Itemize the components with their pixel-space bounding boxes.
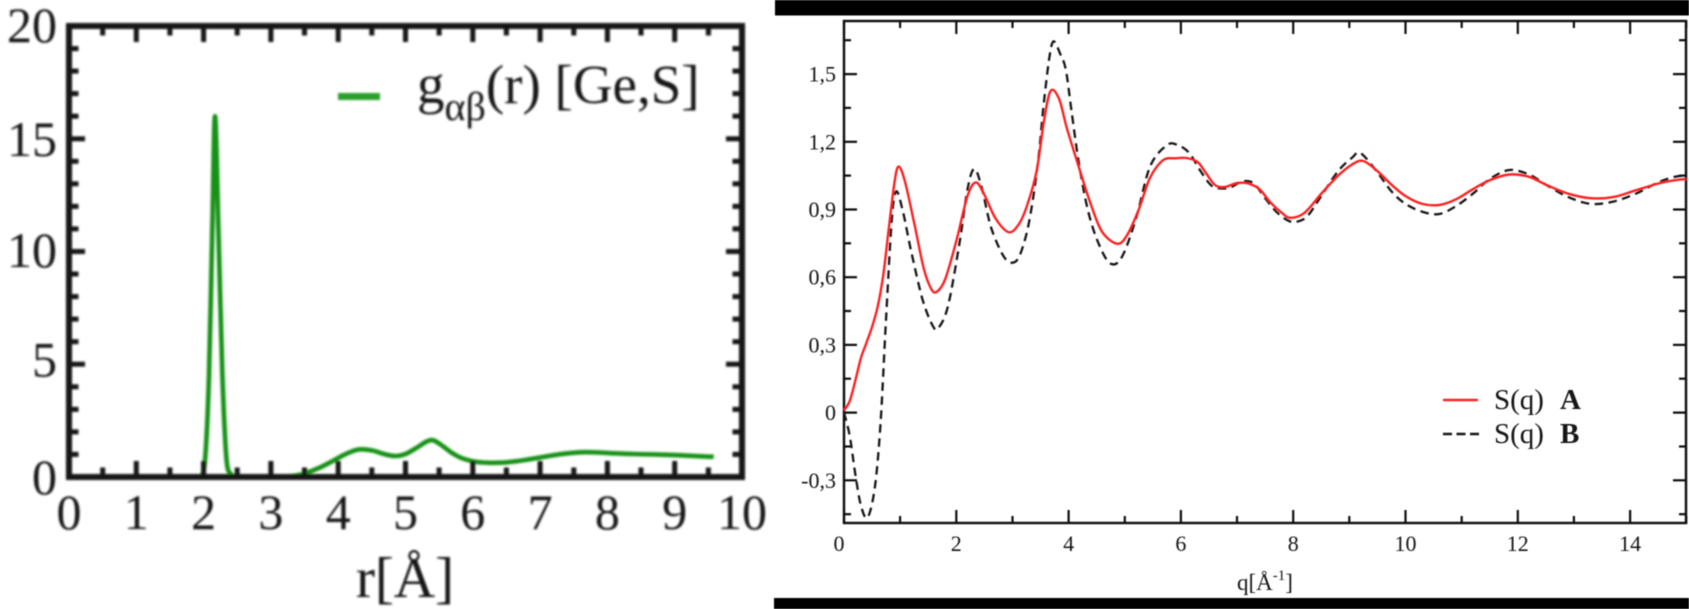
svg-text:S(q): S(q) [1494,418,1544,450]
svg-text:10: 10 [717,484,767,540]
svg-text:12: 12 [1507,531,1529,556]
svg-text:-0,3: -0,3 [801,468,836,493]
svg-text:0: 0 [57,484,82,540]
svg-text:1: 1 [124,484,149,540]
svg-text:7: 7 [528,484,553,540]
svg-text:0: 0 [32,449,57,505]
svg-text:15: 15 [7,111,57,167]
svg-text:0,6: 0,6 [809,265,837,290]
svg-text:r[Å]: r[Å] [356,547,454,609]
svg-text:9: 9 [662,484,687,540]
svg-text:14: 14 [1619,531,1641,556]
svg-text:5: 5 [393,484,418,540]
svg-text:q[Å-1]: q[Å-1] [1237,568,1293,595]
svg-text:10: 10 [7,222,57,278]
svg-text:10: 10 [1395,531,1417,556]
svg-text:2: 2 [951,531,962,556]
svg-text:0: 0 [825,400,836,425]
svg-text:4: 4 [1063,531,1074,556]
svg-text:S(q): S(q) [1494,384,1544,416]
svg-text:8: 8 [1288,531,1299,556]
svg-text:B: B [1560,418,1579,450]
svg-text:8: 8 [595,484,620,540]
svg-text:A: A [1560,384,1581,416]
svg-text:2: 2 [191,484,216,540]
svg-text:5: 5 [32,332,57,388]
svg-text:6: 6 [1175,531,1186,556]
svg-text:1,2: 1,2 [809,129,837,154]
svg-text:6: 6 [460,484,485,540]
svg-text:20: 20 [7,0,57,53]
svg-text:0: 0 [834,531,845,556]
svg-text:0,9: 0,9 [809,197,837,222]
svg-text:4: 4 [326,484,351,540]
svg-text:3: 3 [258,484,283,540]
svg-text:1,5: 1,5 [809,62,837,87]
svg-text:0,3: 0,3 [809,332,837,357]
